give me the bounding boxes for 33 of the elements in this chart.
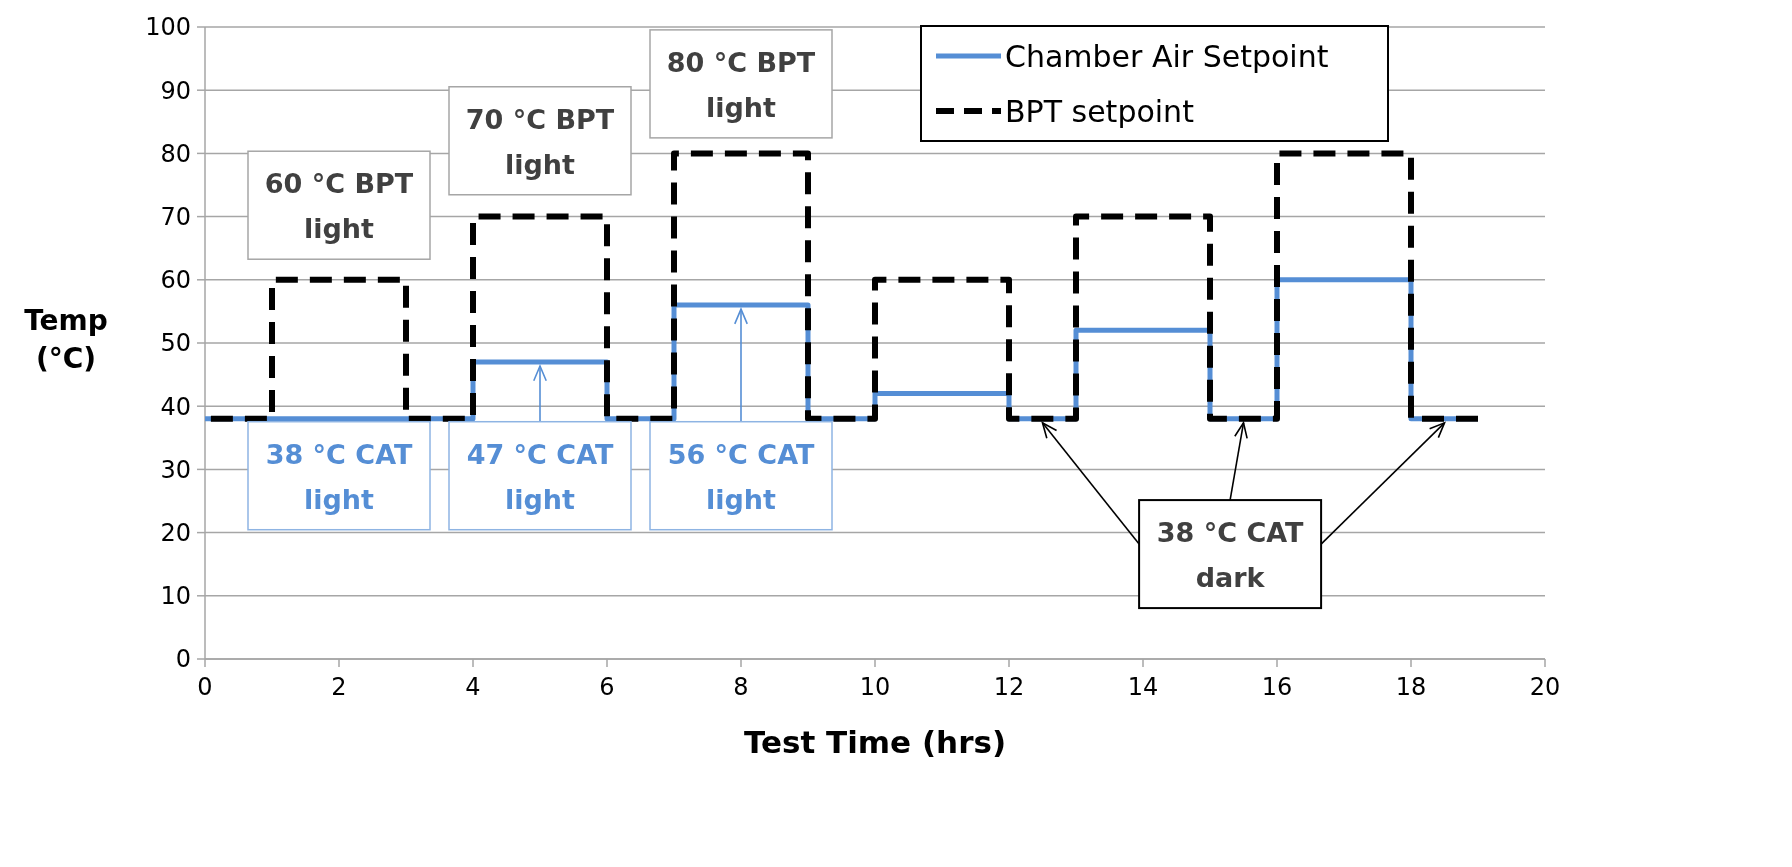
x-tick-label: 2	[331, 673, 347, 701]
annotation: 47 °C CAT light	[466, 438, 614, 515]
x-tick-label: 18	[1395, 673, 1427, 701]
annotation: 38 °C CAT light	[265, 438, 413, 515]
y-tick-label: 70	[160, 203, 191, 231]
x-tick-label: 6	[599, 673, 615, 701]
y-tick-label: 30	[160, 455, 191, 484]
annotation: 80 °C BPT light	[666, 46, 816, 123]
legend-label: BPT setpoint	[1005, 93, 1195, 129]
annotation: 70 °C BPT light	[465, 103, 615, 180]
annotation: 60 °C BPT light	[264, 168, 414, 245]
x-tick-label: 0	[197, 673, 213, 701]
y-tick-label: 80	[160, 139, 191, 168]
x-tick-label: 16	[1261, 673, 1293, 701]
x-axis-title: Test Time (hrs)	[743, 724, 1007, 760]
annotation: 56 °C CAT light	[667, 438, 815, 515]
y-tick-label: 90	[160, 76, 191, 105]
y-tick-label: 10	[160, 582, 191, 611]
y-axis-title: Temp (°C)	[24, 304, 108, 375]
y-tick-label: 60	[160, 266, 191, 295]
x-tick-label: 10	[859, 673, 891, 701]
annotation: 38 °C CAT dark	[1156, 517, 1305, 594]
x-tick-label: 20	[1529, 673, 1561, 701]
x-tick-label: 4	[465, 673, 481, 701]
y-tick-label: 50	[160, 329, 191, 358]
y-tick-label: 0	[175, 645, 191, 674]
y-tick-label: 100	[145, 13, 191, 42]
y-tick-label: 40	[160, 392, 191, 421]
x-tick-label: 8	[733, 673, 749, 701]
x-tick-label: 12	[993, 673, 1025, 701]
legend-label: Chamber Air Setpoint	[1005, 38, 1329, 74]
y-tick-label: 20	[160, 519, 191, 547]
x-tick-label: 14	[1127, 673, 1159, 701]
